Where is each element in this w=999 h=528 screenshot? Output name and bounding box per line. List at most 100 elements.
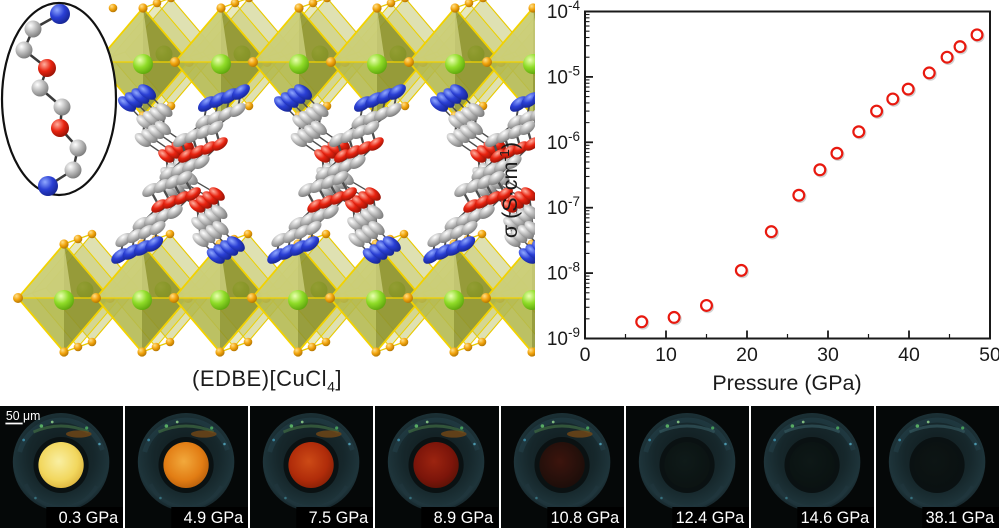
micrograph-panel: 14.6 GPa [750,406,874,528]
speckle [915,424,920,428]
micrograph-image: 14.6 GPa [750,406,874,528]
data-point [886,92,900,106]
sample-chamber [413,442,460,488]
sample-chamber [288,442,334,488]
data-point [734,263,748,277]
speckle [159,496,162,500]
cl-atom [108,3,118,13]
data-point [852,125,866,139]
speckle [598,442,602,446]
ring-smear [441,430,467,438]
speckle [974,442,977,446]
speckle [926,420,930,424]
speckle [397,438,401,442]
label-box [421,507,499,528]
data-point [922,66,936,80]
speckle [540,424,544,428]
pressure-label: 8.9 GPa [434,509,494,527]
sample-chamber [914,442,960,488]
molecule-atom-o [38,59,56,77]
ring-highlight [658,424,715,434]
formula-subscript: 4 [327,378,336,395]
micrograph-panel: 12.4 GPa [625,406,749,528]
micrograph-image: 10.8 GPa [500,406,624,528]
formula-text: (EDBE)[CuCl [192,366,328,391]
y-tick-label: 10-8 [547,260,580,285]
micrograph-image: 38.1 GPa [875,406,999,528]
organic-chain [419,84,535,264]
ring-smear [191,430,217,438]
y-tick-label: 10-6 [547,129,580,154]
micrograph-image: 8.9 GPa [375,406,499,528]
sample-chamber [789,442,835,488]
speckle [272,438,276,442]
micrograph-panel: 38.1 GPa [875,406,999,528]
data-point [901,82,915,96]
speckle [22,438,26,442]
data-point [870,104,884,118]
speckle [835,426,840,430]
speckle [164,424,169,428]
molecule-atom-n [50,4,70,24]
pressure-label: 10.8 GPa [550,509,619,527]
speckle [223,442,226,446]
plot-frame [584,10,991,340]
crystal-structure-panel [0,0,535,358]
x-tick-label: 40 [898,344,920,366]
speckle [348,442,352,446]
speckle [898,438,901,442]
speckle [147,438,151,442]
label-box [922,507,999,528]
speckle [85,426,89,430]
x-tick-label: 20 [736,344,758,366]
y-tick-label: 10-7 [547,194,580,219]
speckle [289,424,294,428]
data-point [940,50,954,64]
pressure-label: 14.6 GPa [800,509,869,527]
speckle [39,424,44,428]
speckle [723,442,727,446]
speckle [647,438,651,442]
speckle [426,420,429,424]
molecule-atom-c [53,98,71,116]
sample-chamber [163,442,209,488]
pressure-label: 38.1 GPa [925,509,994,527]
molecule-atom-n [38,176,58,196]
x-tick-label: 30 [817,344,839,366]
x-tick-label: 50 [979,344,999,366]
micrograph-panel: 4.9 GPa [125,406,249,528]
micrograph-image: 0.3 GPa 50 μm [0,406,124,528]
label-box [296,507,374,528]
ring-highlight [408,424,465,434]
speckle [335,426,339,430]
speckle [34,496,37,500]
speckle [848,442,852,446]
speckle [414,424,419,428]
micrograph-panel: 8.9 GPa [375,406,499,528]
micrograph-strip: 0.3 GPa 50 μm 4.9 GPa 7.5 GPa 8.9 GPa 10.8 GP… [0,406,999,528]
data-point [667,310,681,324]
speckle [551,420,555,424]
speckle [659,496,663,500]
data-point [830,146,844,160]
micrograph-image: 12.4 GPa [625,406,749,528]
speckle [790,424,794,428]
ring-texture [142,417,230,453]
sample-chamber [38,442,84,488]
speckle [284,496,287,500]
molecule-atom-o [51,119,69,137]
label-box [546,507,624,528]
conductivity-pressure-chart: 0 10 20 30 40 50 10-9 10-8 10-7 10-6 10-5 10-4 Press… [500,0,999,395]
micrograph-image: 7.5 GPa [250,406,374,528]
speckle [710,426,714,430]
speckle [773,438,776,442]
pressure-label: 7.5 GPa [309,509,369,527]
speckle [960,426,965,430]
organic-chain [107,84,254,264]
speckle [910,496,913,500]
speckle [784,496,788,500]
label-box [797,507,874,528]
ring-texture [267,417,356,453]
ring-highlight [783,424,840,434]
micrograph-image: 4.9 GPa [125,406,249,528]
